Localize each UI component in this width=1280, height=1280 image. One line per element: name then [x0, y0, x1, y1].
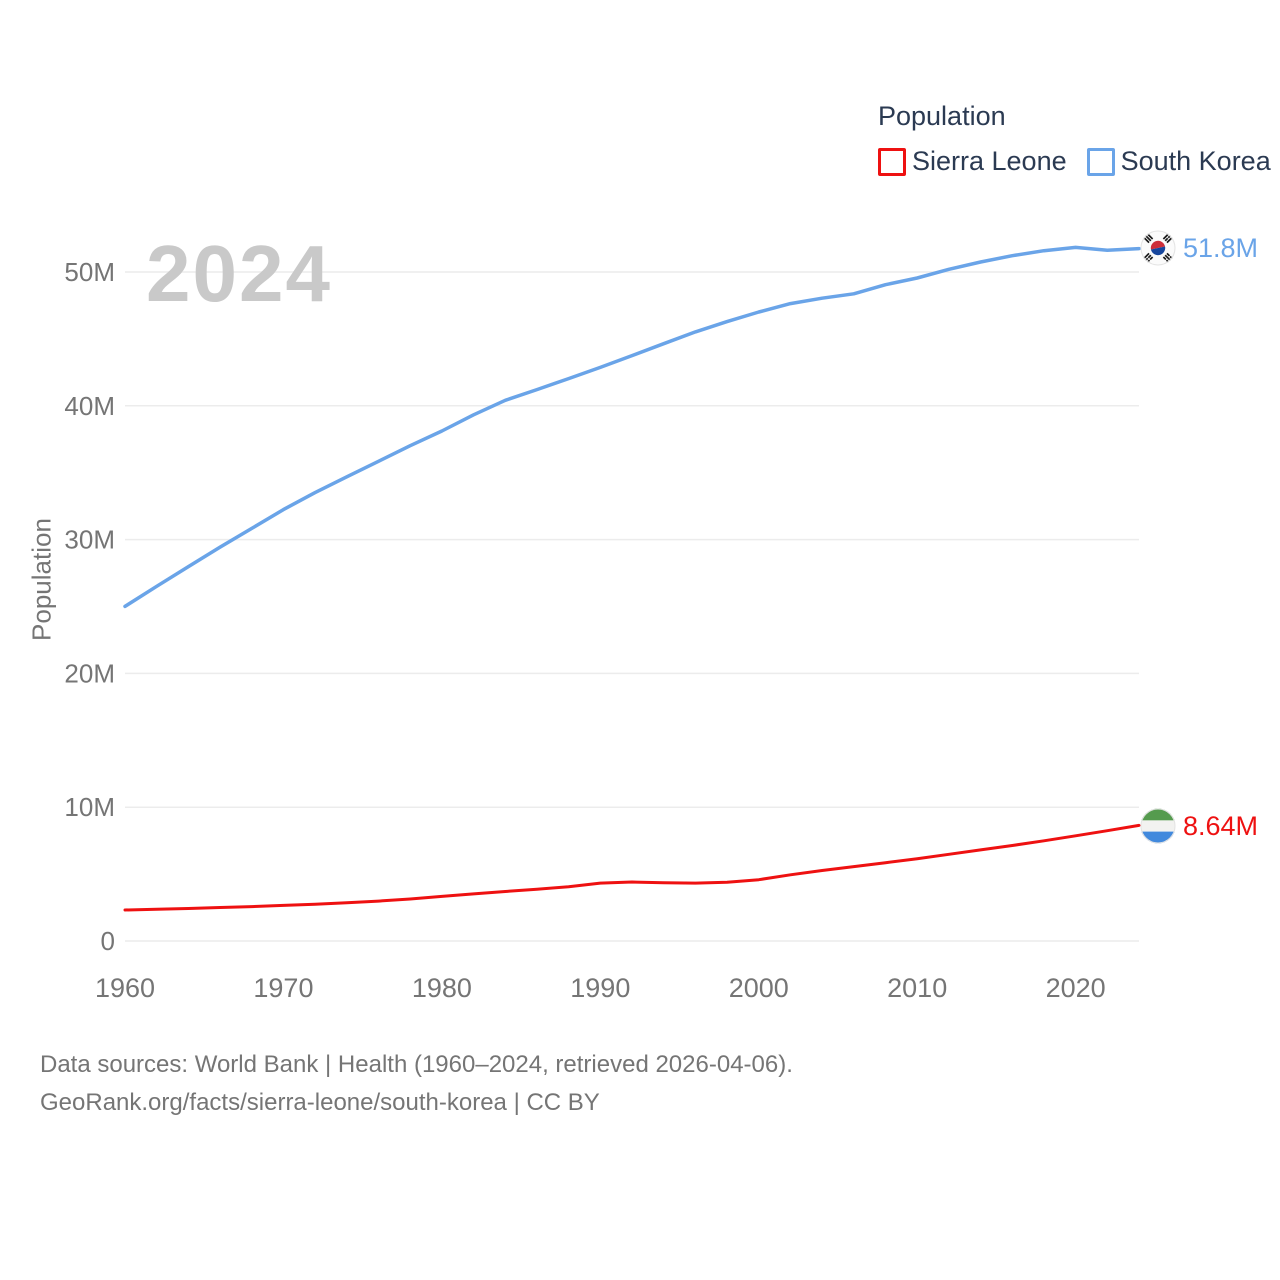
x-tick-label: 2020: [1046, 973, 1106, 1003]
end-label-sierra-leone: 8.64M: [1140, 808, 1258, 844]
x-tick-label: 1980: [412, 973, 472, 1003]
legend-title: Population: [878, 101, 1006, 131]
sierra-leone-flag-icon: [1140, 808, 1176, 844]
y-tick-label: 20M: [64, 658, 115, 688]
attribution-line: GeoRank.org/facts/sierra-leone/south-kor…: [40, 1089, 600, 1116]
x-tick-label: 2000: [729, 973, 789, 1003]
y-tick-label: 10M: [64, 792, 115, 822]
legend-label-sierra-leone: Sierra Leone: [912, 146, 1067, 176]
south-korea-swatch: [1086, 147, 1115, 176]
end-value-sierra-leone: 8.64M: [1183, 810, 1259, 841]
y-tick-label: 40M: [64, 391, 115, 421]
x-tick-label: 1960: [95, 973, 155, 1003]
x-tick-label: 2010: [887, 973, 947, 1003]
legend: Population Sierra Leone South Korea: [878, 101, 1271, 177]
data-sources-line: Data sources: World Bank | Health (1960–…: [40, 1051, 793, 1078]
watermark-year: 2024: [146, 229, 332, 318]
end-label-south-korea: 51.8M: [1140, 230, 1258, 266]
x-tick-label: 1970: [253, 973, 313, 1003]
south-korea-flag-icon: [1140, 230, 1176, 266]
y-tick-label: 0: [101, 926, 115, 956]
legend-label-south-korea: South Korea: [1120, 146, 1271, 176]
series-line-south-korea[interactable]: [123, 245, 1141, 609]
y-tick-label: 50M: [64, 257, 115, 287]
plot-area: 0 10M 20M 30M 40M 50M 1960 1970 1980 1990 2000 2010…: [64, 245, 1141, 1003]
footer: Data sources: World Bank | Health (1960–…: [40, 1046, 793, 1122]
y-tick-label: 30M: [64, 525, 115, 555]
legend-item-sierra-leone[interactable]: Sierra Leone: [878, 146, 1067, 177]
series-line-sierra-leone[interactable]: [123, 823, 1141, 912]
end-value-south-korea: 51.8M: [1183, 232, 1259, 263]
y-axis-title: Population: [26, 518, 57, 641]
legend-items: Sierra Leone South Korea: [878, 146, 1271, 177]
legend-item-south-korea[interactable]: South Korea: [1086, 146, 1271, 177]
x-tick-label: 1990: [570, 973, 630, 1003]
sierra-leone-swatch: [878, 147, 906, 176]
